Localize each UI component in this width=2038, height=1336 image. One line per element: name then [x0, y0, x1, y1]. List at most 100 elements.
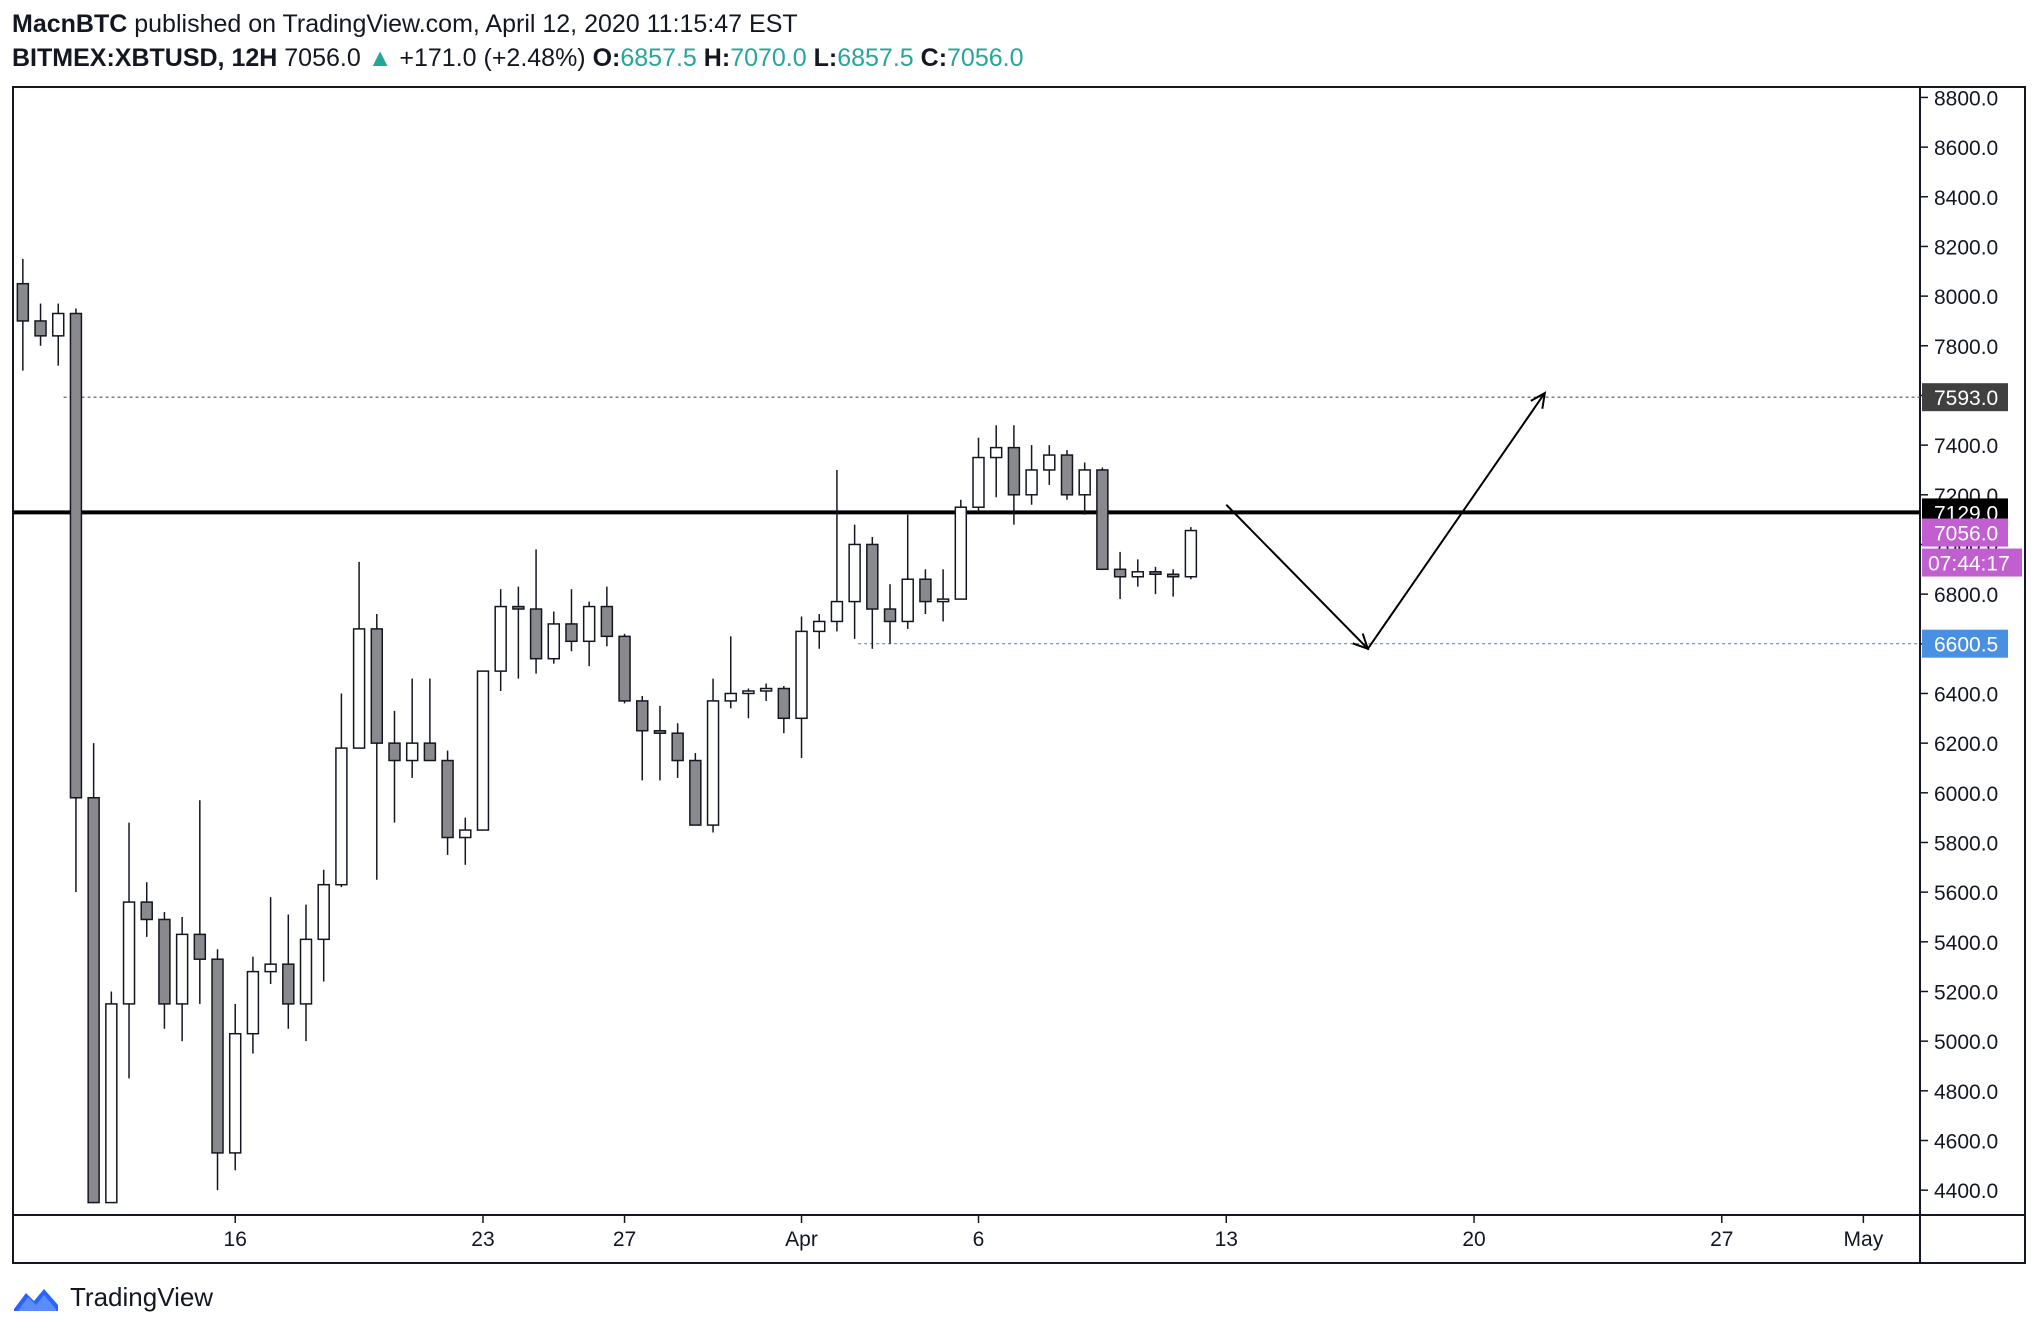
candle-body [812, 620, 826, 633]
candle [883, 584, 897, 644]
candle-body [582, 605, 596, 643]
price-label-7593-bg [1922, 383, 2008, 412]
candle [1096, 467, 1109, 571]
candle-body [1113, 568, 1127, 578]
open-label: O: [592, 44, 621, 72]
y-tick-label: 5200.0 [1934, 981, 1998, 1004]
candle-body [264, 963, 277, 973]
price-label-6600-bg [1922, 629, 2008, 658]
high-value: 7070.0 [730, 44, 807, 72]
candle-body [211, 958, 224, 1154]
candle [317, 869, 330, 982]
candle [423, 678, 437, 762]
candle-body [972, 456, 985, 508]
candle-body [1131, 571, 1145, 578]
x-tick-label: May [1844, 1228, 1884, 1251]
candle-body [1184, 529, 1198, 578]
x-tick-label: 27 [1710, 1228, 1733, 1251]
projection-arrowhead-down [1352, 633, 1370, 651]
candle [122, 822, 136, 1079]
candle [636, 695, 649, 781]
candle-body [919, 578, 932, 603]
price-label-6600-text: 6600.5 [1934, 634, 1998, 657]
candle [370, 613, 384, 880]
candle [671, 723, 684, 778]
candle [954, 499, 968, 600]
candle-body [636, 700, 649, 732]
last-price: 7056.0 [284, 44, 361, 72]
candle-body [16, 282, 30, 322]
candle [724, 636, 737, 709]
candle-body [441, 759, 454, 839]
candle-body [299, 938, 313, 1005]
candle [1043, 445, 1056, 485]
candle [547, 611, 561, 664]
candle [87, 743, 100, 1204]
candle-body [1060, 454, 1074, 496]
candle-body [34, 320, 47, 337]
symbol-label[interactable]: BITMEX:XBTUSD, 12H [12, 44, 278, 72]
candle [600, 586, 614, 647]
candle-body [494, 605, 507, 672]
candle [16, 258, 30, 371]
high-label: H: [703, 44, 731, 72]
candle [795, 616, 808, 759]
author-name[interactable]: MacnBTC [12, 10, 128, 38]
tradingview-logo-icon[interactable] [12, 1283, 62, 1313]
x-tick-label: Apr [785, 1228, 818, 1251]
candle [441, 750, 454, 855]
candle [105, 991, 118, 1204]
candle [459, 817, 472, 865]
candle-body [1078, 469, 1091, 496]
candle-body [69, 312, 83, 799]
candle [299, 904, 313, 1042]
candle-body [423, 742, 437, 762]
candle-body [335, 747, 348, 886]
candle-body [246, 970, 260, 1035]
price-label-7593-text: 7593.0 [1934, 387, 1998, 410]
candle [706, 678, 720, 833]
candle-body [459, 829, 472, 839]
candle-body [653, 729, 667, 734]
candle-body [1096, 469, 1109, 571]
candle-body [228, 1032, 242, 1154]
price-label-7593: 7593.0 [1922, 383, 2008, 412]
low-label: L: [813, 44, 838, 72]
countdown: 07:44:17 [1922, 548, 2022, 577]
candlestick-chart[interactable]: 8800.08600.08400.08200.08000.07800.07600… [14, 88, 2024, 1262]
candle-body [1149, 571, 1162, 576]
candle [52, 303, 65, 366]
candle-body [193, 933, 207, 960]
footer: TradingView [12, 1282, 213, 1313]
price-label-6600: 6600.5 [1922, 629, 2008, 658]
candle-body [1025, 469, 1038, 496]
candle [282, 914, 295, 1029]
candle [529, 549, 543, 674]
candle-body [565, 623, 578, 643]
tradingview-brand[interactable]: TradingView [70, 1282, 214, 1312]
open-value: 6857.5 [620, 44, 697, 72]
candle-body [87, 797, 100, 1204]
y-tick-label: 7800.0 [1934, 336, 1998, 359]
x-tick-label: 27 [613, 1228, 636, 1251]
candle-body [777, 687, 791, 720]
ohlc-line: BITMEX:XBTUSD, 12H 7056.0 ▲ +171.0 (+2.4… [12, 42, 1024, 74]
candle-body [883, 608, 897, 623]
y-tick-label: 8400.0 [1934, 187, 1998, 210]
candle [759, 683, 773, 701]
candle-body [105, 1003, 118, 1204]
y-tick-label: 5800.0 [1934, 832, 1998, 855]
candle-body [1007, 446, 1021, 496]
chart-frame[interactable]: 8800.08600.08400.08200.08000.07800.07600… [12, 86, 2026, 1264]
y-tick-label: 6400.0 [1934, 683, 1998, 706]
candle [246, 956, 260, 1054]
candle [228, 1003, 242, 1171]
candle [264, 897, 277, 985]
candle-body [954, 506, 968, 600]
y-tick-label: 8800.0 [1934, 88, 1998, 110]
candle-body [848, 543, 861, 603]
candle-body [600, 605, 614, 638]
candle-body [140, 901, 153, 921]
candle [689, 753, 702, 826]
projection-path [1225, 392, 1546, 651]
